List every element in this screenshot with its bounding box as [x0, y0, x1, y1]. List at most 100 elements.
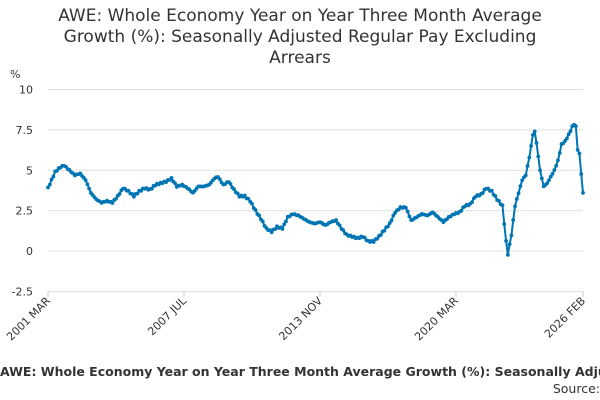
data-point: [557, 150, 562, 155]
data-point: [513, 204, 517, 209]
data-point: [565, 136, 569, 141]
data-point: [273, 227, 278, 231]
y-axis-tick-labels: 10 7.5 5 2.5 0 -2.5: [12, 84, 33, 299]
data-point: [391, 213, 396, 218]
data-point: [556, 158, 560, 163]
data-point: [337, 223, 342, 228]
y-tick-label: 0: [26, 245, 33, 258]
data-point: [51, 174, 56, 179]
data-point: [284, 219, 288, 224]
x-tick-label: 2020 MAR: [412, 294, 461, 343]
data-point: [46, 185, 50, 190]
data-point: [269, 230, 274, 235]
data-point: [131, 194, 136, 199]
y-tick-label: 5: [26, 164, 33, 177]
data-point: [49, 177, 54, 182]
data-point: [173, 181, 177, 186]
data-point: [242, 193, 247, 198]
data-point: [407, 214, 412, 219]
data-point: [500, 203, 505, 208]
chart-title: AWE: Whole Economy Year on Year Three Mo…: [58, 6, 542, 68]
data-point: [375, 236, 380, 241]
data-point: [552, 168, 557, 172]
data-point: [489, 188, 494, 193]
data-point: [568, 129, 573, 134]
source-label: Source:: [552, 381, 600, 396]
data-point: [511, 218, 516, 222]
data-point: [85, 182, 90, 187]
data-point: [497, 199, 501, 203]
data-point: [527, 155, 532, 160]
data-point: [470, 200, 474, 205]
legend-label: AWE: Whole Economy Year on Year Three Mo…: [0, 364, 600, 379]
y-tick-label: 10: [19, 84, 33, 97]
data-point: [87, 186, 92, 191]
data-point: [531, 132, 535, 137]
data-point: [405, 209, 410, 214]
x-axis-tick-marks: [47, 291, 584, 297]
data-point: [502, 222, 507, 227]
data-point: [362, 235, 367, 240]
data-point: [548, 174, 553, 179]
data-point: [126, 188, 131, 193]
data-point: [135, 191, 140, 196]
data-point: [505, 252, 510, 257]
data-point: [529, 144, 534, 148]
y-tick-label: 7.5: [16, 124, 34, 137]
data-point: [507, 242, 512, 247]
data-point: [547, 178, 551, 183]
series-layer: [46, 122, 585, 257]
data-point: [47, 182, 52, 187]
y-axis-label: %: [10, 68, 20, 81]
data-point: [504, 238, 508, 243]
data-point: [83, 178, 88, 182]
data-point: [117, 192, 122, 196]
x-axis-tick-labels: 2001 MAR 2007 JUL 2013 NOV 2020 MAR 2026 FEB: [4, 294, 588, 344]
data-point: [534, 141, 539, 145]
data-point: [280, 227, 285, 231]
data-point: [520, 178, 525, 183]
data-point: [518, 184, 523, 189]
data-point: [525, 164, 530, 168]
data-point: [509, 233, 514, 238]
data-point: [480, 191, 485, 195]
data-point: [282, 222, 287, 227]
data-point: [378, 233, 383, 237]
x-tick-label: 2007 JUL: [145, 294, 189, 338]
data-point: [539, 176, 544, 181]
x-tick-label: 2026 FEB: [542, 294, 588, 340]
data-point: [532, 129, 537, 134]
legend: AWE: Whole Economy Year on Year Three Mo…: [0, 364, 600, 384]
data-point: [382, 228, 387, 233]
data-point: [334, 218, 338, 222]
data-point: [516, 191, 521, 196]
data-point: [403, 205, 408, 210]
data-point: [581, 191, 585, 195]
data-point: [149, 186, 154, 191]
data-point: [114, 196, 118, 201]
data-point: [169, 175, 174, 180]
y-tick-label: 2.5: [16, 205, 34, 218]
data-point: [257, 213, 262, 218]
y-tick-label: -2.5: [12, 286, 33, 299]
data-point: [235, 191, 240, 196]
data-point: [577, 151, 582, 156]
data-point: [389, 218, 394, 223]
data-point: [545, 181, 550, 186]
data-point: [246, 196, 251, 201]
data-point: [493, 194, 498, 198]
data-point: [232, 187, 236, 192]
data-point: [514, 197, 519, 201]
data-point: [110, 201, 115, 205]
data-point: [573, 124, 578, 129]
data-point: [579, 172, 584, 177]
x-tick-label: 2001 MAR: [4, 294, 53, 343]
data-point: [386, 224, 390, 229]
gridlines: [48, 89, 583, 292]
data-point: [523, 173, 528, 178]
data-point: [217, 177, 222, 182]
data-point: [130, 192, 135, 196]
data-point: [459, 208, 464, 213]
